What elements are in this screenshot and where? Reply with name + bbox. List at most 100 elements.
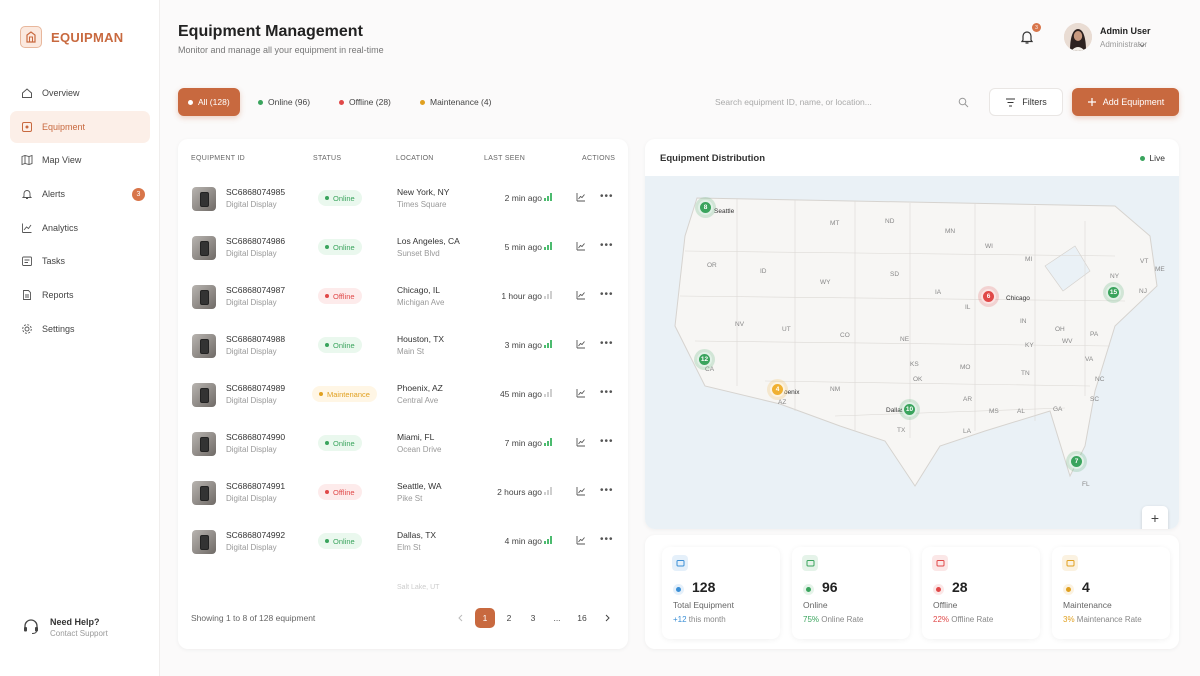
stat-card: 4 Maintenance 3% Maintenance Rate — [1052, 547, 1170, 639]
filter-chip-offline[interactable]: Offline (28) — [329, 88, 401, 116]
map-cluster-marker[interactable]: 4 — [770, 382, 785, 397]
map-cluster-marker[interactable]: 10 — [902, 402, 917, 417]
more-actions-icon[interactable]: ••• — [600, 240, 614, 251]
more-actions-icon[interactable]: ••• — [600, 436, 614, 447]
more-actions-icon[interactable]: ••• — [600, 534, 614, 545]
brand[interactable]: EQUIPMAN — [20, 26, 123, 48]
state-label: TN — [1021, 370, 1030, 377]
column-header-location[interactable]: LOCATION — [396, 155, 434, 162]
equipment-id[interactable]: SC6868074986 — [226, 236, 286, 246]
search-placeholder: Search equipment ID, name, or location..… — [715, 97, 872, 107]
table-row[interactable]: SC6868074986 Digital Display Online Los … — [178, 226, 628, 275]
table-row[interactable]: SC6868074990 Digital Display Online Miam… — [178, 422, 628, 471]
map-cluster-marker[interactable]: 6 — [981, 289, 996, 304]
equipment-id[interactable]: SC6868074991 — [226, 481, 286, 491]
help-subtitle: Contact Support — [50, 629, 108, 638]
stat-trend-icon — [803, 584, 814, 595]
location-street: Ocean Drive — [397, 445, 442, 454]
state-label: IN — [1020, 318, 1027, 325]
pagination-prev-icon[interactable] — [450, 608, 470, 628]
state-label: VA — [1085, 356, 1094, 363]
pagination-page-16[interactable]: 16 — [577, 613, 587, 623]
pagination-page-3[interactable]: 3 — [530, 613, 536, 623]
sidebar-item-analytics[interactable]: Analytics — [10, 212, 150, 244]
sidebar-item-map-view[interactable]: Map View — [10, 144, 150, 176]
view-analytics-icon[interactable] — [576, 289, 586, 303]
more-actions-icon[interactable]: ••• — [600, 387, 614, 398]
column-header-status[interactable]: STATUS — [313, 155, 342, 162]
page-title: Equipment Management — [178, 23, 363, 40]
view-analytics-icon[interactable] — [576, 534, 586, 548]
filters-button[interactable]: Filters — [989, 88, 1063, 116]
pagination-page-2[interactable]: 2 — [506, 613, 512, 623]
city-label: Dallas — [886, 407, 905, 414]
location-city: Dallas, TX — [397, 530, 437, 540]
equipment-id[interactable]: SC6868074987 — [226, 285, 286, 295]
help-title: Need Help? — [50, 617, 100, 627]
view-analytics-icon[interactable] — [576, 240, 586, 254]
view-analytics-icon[interactable] — [576, 338, 586, 352]
filter-chip-maintenance[interactable]: Maintenance (4) — [410, 88, 501, 116]
chevron-down-icon[interactable] — [1138, 38, 1146, 52]
table-row[interactable]: SC6868074988 Digital Display Online Hous… — [178, 324, 628, 373]
us-map[interactable] — [645, 176, 1179, 529]
state-label: OK — [913, 376, 923, 383]
plus-icon — [1087, 98, 1096, 106]
status-badge: Online — [318, 190, 362, 206]
equipment-id[interactable]: SC6868074990 — [226, 432, 286, 442]
help-link[interactable]: Need Help? Contact Support — [22, 617, 108, 638]
map-cluster-marker[interactable]: 12 — [697, 352, 712, 367]
stat-footnote: 75% Online Rate — [803, 615, 863, 624]
equipment-id[interactable]: SC6868074988 — [226, 334, 286, 344]
sidebar-item-equipment[interactable]: Equipment — [10, 110, 150, 143]
sidebar-item-alerts[interactable]: Alerts 3 — [10, 178, 150, 210]
table-row[interactable]: SC6868074985 Digital Display Online New … — [178, 177, 628, 226]
map-canvas[interactable]: MT ND MN WI MI NY VT ME OR ID WY SD IA IL IN OH PA NV UT CO… — [645, 176, 1179, 529]
pagination-page-1[interactable]: 1 — [475, 608, 495, 628]
view-analytics-icon[interactable] — [576, 485, 586, 499]
signal-icon — [544, 291, 554, 299]
stat-value: 96 — [822, 579, 838, 595]
sidebar-item-settings[interactable]: Settings — [10, 313, 150, 345]
view-analytics-icon[interactable] — [576, 436, 586, 450]
sidebar-item-overview[interactable]: Overview — [10, 77, 150, 109]
sidebar-item-label: Settings — [42, 323, 75, 334]
notifications-bell-icon[interactable] — [1019, 29, 1037, 47]
equipment-id[interactable]: SC6868074985 — [226, 187, 286, 197]
column-header-id[interactable]: EQUIPMENT ID — [191, 155, 246, 162]
last-seen: 4 min ago — [504, 536, 542, 546]
more-actions-icon[interactable]: ••• — [600, 485, 614, 496]
map-card: Equipment Distribution Live MT ND MN WI MI NY… — [645, 139, 1179, 529]
equipment-id[interactable]: SC6868074992 — [226, 530, 286, 540]
map-cluster-marker[interactable]: 7 — [1069, 454, 1084, 469]
more-actions-icon[interactable]: ••• — [600, 338, 614, 349]
equipment-thumbnail — [192, 187, 216, 211]
view-analytics-icon[interactable] — [576, 191, 586, 205]
view-analytics-icon[interactable] — [576, 387, 586, 401]
pagination-next-icon[interactable] — [597, 608, 617, 628]
filter-chip-all[interactable]: All (128) — [178, 88, 240, 116]
zoom-in-button[interactable]: + — [1142, 506, 1168, 529]
table-row[interactable]: SC6868074987 Digital Display Offline Chi… — [178, 275, 628, 324]
avatar[interactable] — [1064, 23, 1092, 51]
more-actions-icon[interactable]: ••• — [600, 289, 614, 300]
column-header-last-seen[interactable]: LAST SEEN — [484, 155, 526, 162]
table-row[interactable]: SC6868074989 Digital Display Maintenance… — [178, 373, 628, 422]
table-row[interactable]: SC6868074992 Digital Display Online Dall… — [178, 520, 628, 569]
sidebar-item-tasks[interactable]: Tasks — [10, 245, 150, 277]
more-actions-icon[interactable]: ••• — [600, 191, 614, 202]
bell-icon — [20, 187, 34, 201]
state-label: LA — [963, 428, 971, 435]
map-cluster-marker[interactable]: 8 — [698, 200, 713, 215]
search-input[interactable]: Search equipment ID, name, or location..… — [703, 89, 981, 115]
stat-trend-icon — [1063, 584, 1074, 595]
sidebar-item-reports[interactable]: Reports — [10, 279, 150, 311]
status-label: Online — [333, 438, 355, 448]
table-row[interactable]: SC6868074991 Digital Display Offline Sea… — [178, 471, 628, 520]
equipment-id[interactable]: SC6868074989 — [226, 383, 286, 393]
map-cluster-marker[interactable]: 15 — [1106, 285, 1121, 300]
status-dot — [325, 441, 329, 445]
filter-chip-online[interactable]: Online (96) — [248, 88, 320, 116]
add-equipment-button[interactable]: Add Equipment — [1072, 88, 1179, 116]
stat-footnote-value: 75% — [803, 615, 820, 624]
